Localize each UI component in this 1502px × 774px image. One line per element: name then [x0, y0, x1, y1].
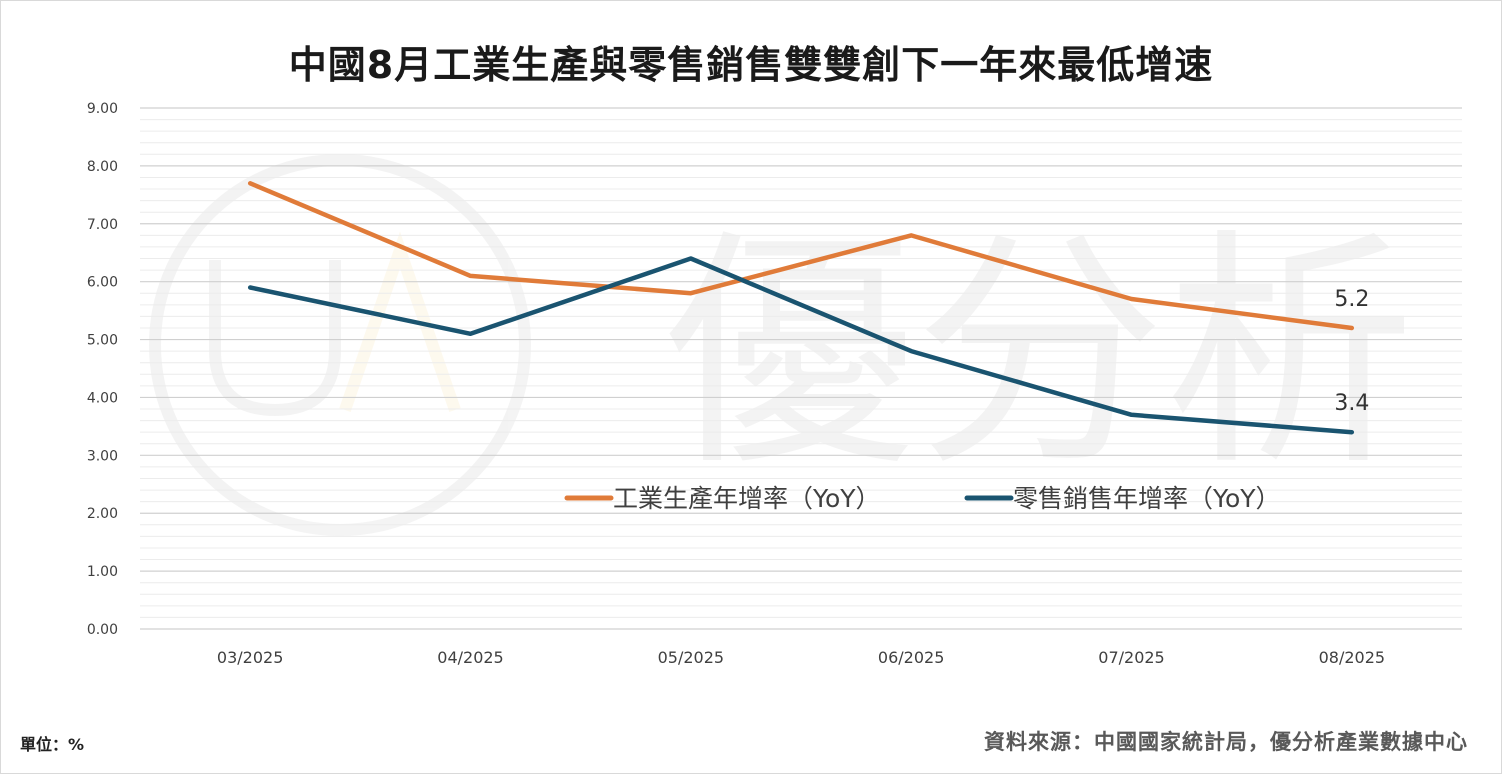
source-label: 資料來源：中國國家統計局，優分析產業數據中心 [984, 730, 1468, 754]
y-tick-label: 3.00 [87, 448, 118, 464]
industrial-production-line [247, 181, 1355, 331]
y-tick-label: 5.00 [87, 333, 118, 349]
end-labels: 5.2 3.4 [1334, 287, 1369, 416]
y-tick-label: 4.00 [87, 390, 118, 406]
unit-label: 單位：% [20, 735, 85, 754]
y-tick-label: 1.00 [87, 564, 118, 580]
y-tick-label: 7.00 [87, 217, 118, 233]
x-axis-ticks: 03/2025 04/2025 05/2025 06/2025 07/2025 08/20… [217, 648, 1385, 667]
legend-label: 工業生產年增率（YoY） [613, 484, 881, 513]
x-tick-label: 06/2025 [878, 648, 944, 667]
y-tick-label: 8.00 [87, 159, 118, 175]
x-tick-label: 05/2025 [658, 648, 724, 667]
y-tick-label: 2.00 [87, 506, 118, 522]
x-tick-label: 08/2025 [1319, 648, 1385, 667]
watermark-text: 優分析 [665, 208, 1415, 499]
watermark-logo: 優分析 [149, 154, 1415, 536]
y-tick-label: 6.00 [87, 275, 118, 291]
legend: 工業生產年增率（YoY） 零售銷售年增率（YoY） [564, 484, 1281, 513]
y-axis-ticks: 0.00 1.00 2.00 3.00 4.00 5.00 6.00 7.00 8.00 9.00 [87, 101, 118, 638]
x-tick-label: 07/2025 [1098, 648, 1164, 667]
y-tick-label: 0.00 [87, 622, 118, 638]
end-value-label: 3.4 [1334, 391, 1369, 416]
retail-sales-line [247, 256, 1355, 435]
series-lines [247, 181, 1355, 435]
legend-label: 零售銷售年增率（YoY） [1013, 484, 1281, 513]
end-value-label: 5.2 [1334, 287, 1369, 312]
y-tick-label: 9.00 [87, 101, 118, 117]
chart-title: 中國8月工業生產與零售銷售雙雙創下一年來最低增速 [288, 43, 1214, 87]
x-tick-label: 03/2025 [217, 648, 283, 667]
gridlines [140, 107, 1462, 630]
x-tick-label: 04/2025 [437, 648, 503, 667]
